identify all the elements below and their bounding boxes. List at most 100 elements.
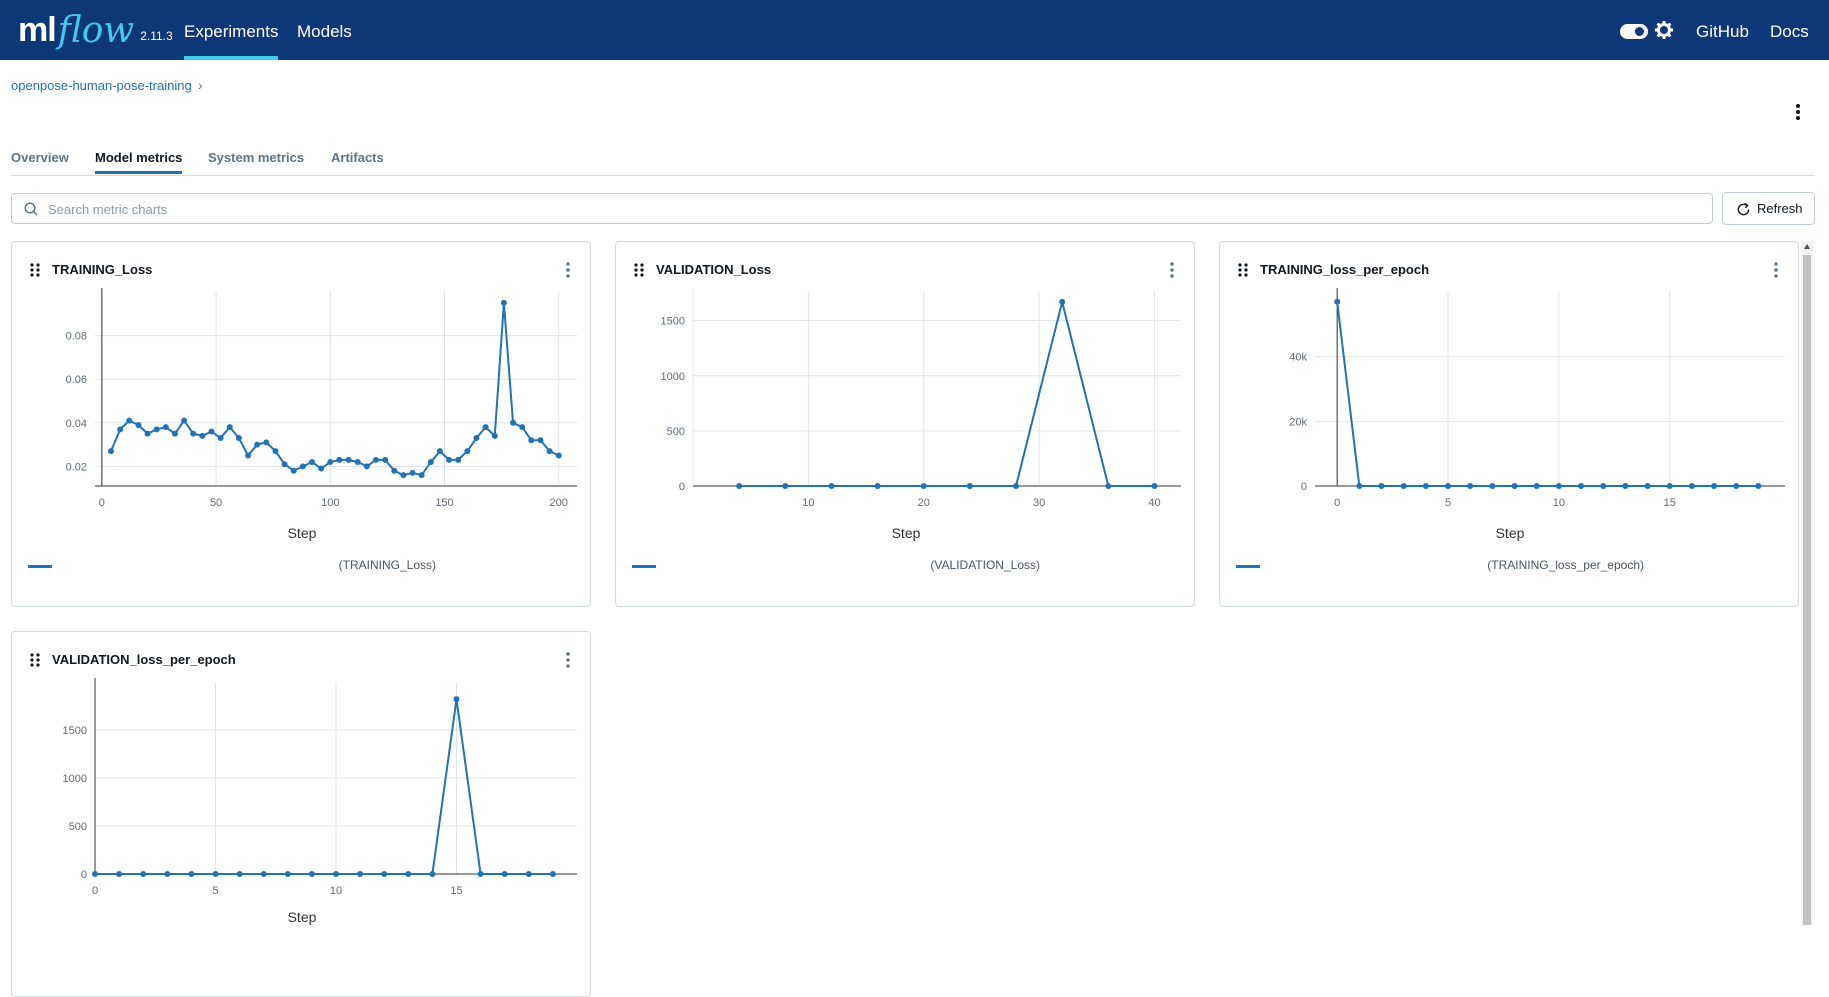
drag-handle-icon[interactable] xyxy=(30,263,40,277)
data-point[interactable] xyxy=(1013,483,1020,489)
data-point[interactable] xyxy=(1666,483,1673,489)
data-point[interactable] xyxy=(1555,483,1562,489)
data-point[interactable] xyxy=(1378,483,1385,489)
data-point[interactable] xyxy=(519,424,526,431)
data-point[interactable] xyxy=(117,426,124,433)
data-point[interactable] xyxy=(418,472,425,479)
page-scrollbar[interactable] xyxy=(1801,241,1813,925)
chart-options-kebab-icon[interactable] xyxy=(562,650,574,670)
data-point[interactable] xyxy=(140,871,147,877)
gear-icon[interactable] xyxy=(1653,20,1675,42)
data-point[interactable] xyxy=(144,430,151,437)
data-point[interactable] xyxy=(464,448,471,455)
data-point[interactable] xyxy=(381,871,388,877)
data-point[interactable] xyxy=(546,448,553,455)
data-point[interactable] xyxy=(245,452,252,459)
data-point[interactable] xyxy=(436,448,443,455)
search-input[interactable] xyxy=(48,199,1648,219)
series-line[interactable] xyxy=(1336,301,1759,487)
data-point[interactable] xyxy=(1600,483,1607,489)
theme-toggle-icon[interactable] xyxy=(1620,24,1648,39)
data-point[interactable] xyxy=(284,871,291,877)
data-point[interactable] xyxy=(409,469,416,476)
data-point[interactable] xyxy=(153,426,160,433)
data-point[interactable] xyxy=(1533,483,1540,489)
tab-model-metrics[interactable]: Model metrics xyxy=(95,150,183,174)
series-line[interactable] xyxy=(95,698,553,875)
data-point[interactable] xyxy=(446,456,453,463)
data-point[interactable] xyxy=(363,463,370,470)
refresh-button[interactable]: Refresh xyxy=(1722,192,1815,225)
data-point[interactable] xyxy=(212,871,219,877)
chart-plot[interactable]: 0 50 100 150 200 0.02 0.04 0.06 0.08 xyxy=(12,286,591,522)
data-point[interactable] xyxy=(501,871,508,877)
data-point[interactable] xyxy=(345,456,352,463)
data-point[interactable] xyxy=(528,437,535,444)
nav-github[interactable]: GitHub xyxy=(1696,22,1749,41)
data-point[interactable] xyxy=(1400,483,1407,489)
data-point[interactable] xyxy=(263,439,270,446)
scrollbar-thumb[interactable] xyxy=(1803,255,1811,925)
data-point[interactable] xyxy=(1578,483,1585,489)
data-point[interactable] xyxy=(1445,483,1452,489)
data-point[interactable] xyxy=(1755,483,1762,489)
chart-options-kebab-icon[interactable] xyxy=(562,260,574,280)
data-point[interactable] xyxy=(477,871,484,877)
data-point[interactable] xyxy=(473,435,480,442)
chart-plot[interactable]: 10 20 30 40 0 500 1000 1500 xyxy=(616,286,1195,522)
nav-models[interactable]: Models xyxy=(297,22,352,41)
data-point[interactable] xyxy=(1644,483,1651,489)
data-point[interactable] xyxy=(1105,483,1112,489)
data-point[interactable] xyxy=(510,419,517,426)
chart-options-kebab-icon[interactable] xyxy=(1166,260,1178,280)
data-point[interactable] xyxy=(736,483,743,489)
data-point[interactable] xyxy=(126,417,133,424)
data-point[interactable] xyxy=(400,472,407,479)
data-point[interactable] xyxy=(549,871,556,877)
data-point[interactable] xyxy=(1622,483,1629,489)
data-point[interactable] xyxy=(1151,483,1158,489)
data-point[interactable] xyxy=(1688,483,1695,489)
data-point[interactable] xyxy=(290,467,297,474)
data-point[interactable] xyxy=(260,871,267,877)
data-point[interactable] xyxy=(1511,483,1518,489)
data-point[interactable] xyxy=(164,871,171,877)
data-point[interactable] xyxy=(1489,483,1496,489)
data-point[interactable] xyxy=(226,424,233,431)
tab-overview[interactable]: Overview xyxy=(11,150,69,165)
data-point[interactable] xyxy=(318,465,325,472)
data-point[interactable] xyxy=(920,483,927,489)
data-point[interactable] xyxy=(500,299,507,306)
nav-docs[interactable]: Docs xyxy=(1770,22,1809,41)
data-point[interactable] xyxy=(1059,298,1066,305)
data-point[interactable] xyxy=(1422,483,1429,489)
data-point[interactable] xyxy=(372,456,379,463)
data-point[interactable] xyxy=(782,483,789,489)
data-point[interactable] xyxy=(491,432,498,439)
series-line[interactable] xyxy=(739,300,1155,487)
data-point[interactable] xyxy=(309,459,316,466)
data-point[interactable] xyxy=(235,435,242,442)
data-point[interactable] xyxy=(236,871,243,877)
data-point[interactable] xyxy=(1467,483,1474,489)
data-point[interactable] xyxy=(272,448,279,455)
data-point[interactable] xyxy=(382,456,389,463)
data-point[interactable] xyxy=(1356,483,1363,489)
series-line[interactable] xyxy=(110,301,560,477)
data-point[interactable] xyxy=(1334,298,1341,305)
breadcrumb-experiment-link[interactable]: openpose-human-pose-training xyxy=(11,78,192,93)
data-point[interactable] xyxy=(308,871,315,877)
nav-experiments[interactable]: Experiments xyxy=(184,0,279,60)
scroll-up-arrow-icon[interactable] xyxy=(1804,244,1810,249)
data-point[interactable] xyxy=(171,430,178,437)
chart-plot[interactable]: 0 5 10 15 0 20k 40k xyxy=(1220,286,1799,522)
data-point[interactable] xyxy=(1711,483,1718,489)
data-point[interactable] xyxy=(354,459,361,466)
data-point[interactable] xyxy=(455,456,462,463)
chart-options-kebab-icon[interactable] xyxy=(1770,260,1782,280)
data-point[interactable] xyxy=(405,871,412,877)
drag-handle-icon[interactable] xyxy=(1238,263,1248,277)
data-point[interactable] xyxy=(188,871,195,877)
data-point[interactable] xyxy=(162,424,169,431)
chart-plot[interactable]: 0 5 10 15 0 500 1000 1500 xyxy=(12,676,591,936)
